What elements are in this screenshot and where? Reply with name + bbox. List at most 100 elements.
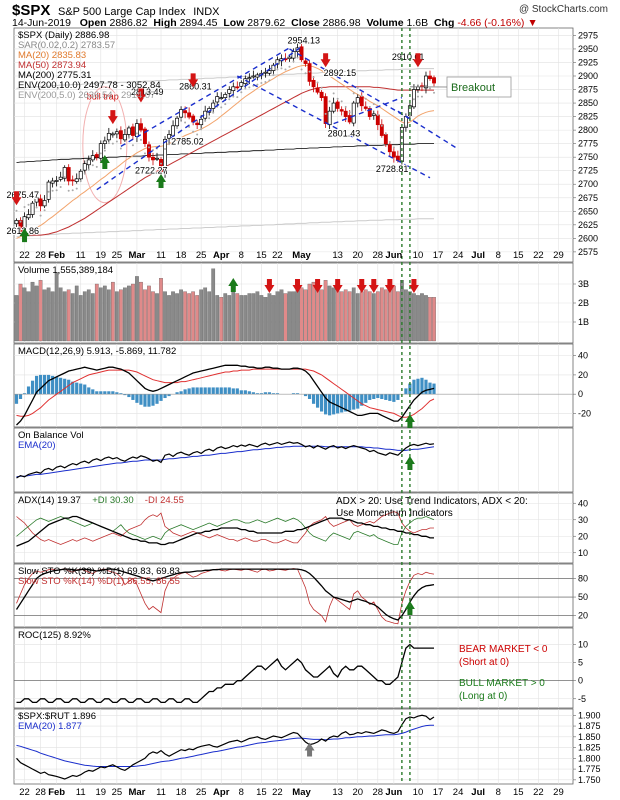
ratio-ema-line bbox=[16, 724, 434, 767]
sar-dot bbox=[184, 121, 187, 124]
macd-histogram-bar bbox=[115, 392, 119, 395]
macd-histogram-bar bbox=[99, 391, 103, 395]
sell-arrow-icon bbox=[312, 279, 323, 293]
sar-dot bbox=[328, 100, 331, 103]
volume-bar bbox=[432, 297, 436, 342]
macd-histogram-bar bbox=[219, 387, 223, 395]
x-axis-label: 24 bbox=[453, 787, 464, 798]
volume-bar bbox=[251, 293, 256, 342]
candle-body bbox=[54, 180, 59, 182]
sell-arrow-icon bbox=[320, 53, 331, 68]
macd-histogram-bar bbox=[307, 394, 312, 399]
sar-dot bbox=[288, 65, 291, 68]
candle-body bbox=[130, 126, 135, 136]
open-label: Open bbox=[79, 17, 107, 29]
candle-body bbox=[219, 97, 224, 99]
volume-bar bbox=[255, 291, 260, 342]
volume-bar bbox=[235, 293, 240, 342]
roc-tick-label: -5 bbox=[578, 694, 586, 704]
sar-dot bbox=[47, 190, 50, 193]
macd-histogram-bar bbox=[360, 394, 364, 406]
macd-histogram-bar bbox=[416, 378, 420, 395]
sar-dot bbox=[208, 117, 211, 120]
volume-bar bbox=[339, 291, 344, 342]
macd-histogram-bar bbox=[63, 378, 67, 395]
copyright: @ StockCharts.com bbox=[518, 4, 608, 15]
macd-histogram-bar bbox=[38, 374, 43, 395]
candle-body bbox=[118, 130, 123, 140]
x-axis-label: 8 bbox=[496, 250, 501, 261]
volume-bar bbox=[159, 278, 163, 342]
x-axis-label: 18 bbox=[176, 787, 187, 798]
x-axis-label: 13 bbox=[332, 787, 343, 798]
macd-histogram-bar bbox=[199, 387, 203, 395]
volume-bar bbox=[90, 293, 95, 342]
candle-body bbox=[311, 79, 316, 88]
volume-bar bbox=[319, 289, 324, 342]
macd-histogram-bar bbox=[119, 393, 123, 395]
volume-bar bbox=[183, 291, 187, 342]
sar-dot bbox=[35, 206, 38, 209]
x-axis-label: 17 bbox=[433, 787, 444, 798]
macd-histogram-bar bbox=[352, 394, 356, 410]
volume-bar bbox=[46, 287, 51, 342]
panel-frame-sto bbox=[13, 563, 574, 628]
ratio-tick-label: 1.825 bbox=[578, 743, 601, 753]
x-axis-label: 22 bbox=[533, 250, 544, 261]
price-annotation: 2892.15 bbox=[324, 68, 357, 78]
price-tick-label: 2675 bbox=[578, 193, 598, 203]
candle-body bbox=[367, 108, 372, 117]
candle-body bbox=[18, 220, 23, 232]
volume-bar bbox=[179, 289, 183, 342]
close-label: Close bbox=[291, 17, 320, 29]
candle-body bbox=[251, 75, 256, 78]
macd-histogram-bar bbox=[392, 394, 396, 402]
sar-dot bbox=[99, 152, 102, 155]
sar-dot bbox=[316, 81, 319, 84]
sar-dot bbox=[143, 152, 146, 155]
sar-dot bbox=[412, 98, 415, 101]
candle-body bbox=[143, 128, 147, 144]
x-axis-label: 10 bbox=[413, 250, 424, 261]
x-axis-label: 17 bbox=[433, 250, 444, 261]
x-axis-label: 15 bbox=[256, 250, 267, 261]
x-axis-label: 11 bbox=[156, 787, 166, 798]
price-legend-item: SAR(0.02,0.2) 2783.57 bbox=[18, 40, 115, 51]
volume-bar bbox=[279, 289, 284, 342]
symbol: $SPX bbox=[12, 2, 51, 19]
candle-body bbox=[151, 156, 155, 161]
candle-body bbox=[102, 140, 107, 144]
sar-dot bbox=[376, 113, 379, 116]
candle-body bbox=[167, 134, 172, 139]
obv-ema-line bbox=[16, 445, 435, 478]
sar-dot bbox=[51, 189, 54, 192]
macd-histogram-bar bbox=[340, 394, 344, 413]
macd-histogram-bar bbox=[183, 389, 187, 395]
volume-bar bbox=[343, 289, 348, 342]
price-tick-label: 2800 bbox=[578, 125, 598, 135]
candle-body bbox=[211, 102, 216, 109]
ratio-legend-item: $SPX:$RUT 1.896 bbox=[18, 711, 96, 722]
macd-histogram-bar bbox=[195, 387, 199, 395]
candle-body bbox=[383, 134, 388, 144]
volume-bar bbox=[331, 287, 336, 342]
roc-note: (Long at 0) bbox=[459, 691, 507, 702]
candle-body bbox=[327, 110, 332, 126]
volume-bar bbox=[283, 293, 288, 342]
sell-arrow-icon bbox=[107, 110, 118, 125]
buy-arrow-icon bbox=[228, 278, 239, 292]
macd-histogram-bar bbox=[315, 394, 320, 408]
sar-dot bbox=[19, 220, 22, 223]
sto-legend-item: Slow STO %K(39) %D(1) 69.83, 69.83 bbox=[18, 566, 180, 577]
sto14-line bbox=[16, 568, 435, 625]
volume-bar bbox=[404, 289, 408, 342]
candle-body bbox=[179, 109, 184, 118]
roc-tick-label: 5 bbox=[578, 658, 583, 668]
candle-body bbox=[371, 113, 376, 116]
candle-body bbox=[58, 176, 63, 180]
adx-line bbox=[16, 515, 434, 547]
ma50-line bbox=[16, 86, 434, 236]
sar-dot bbox=[240, 91, 243, 94]
volume-bar bbox=[199, 289, 204, 342]
sar-dot bbox=[260, 82, 263, 85]
